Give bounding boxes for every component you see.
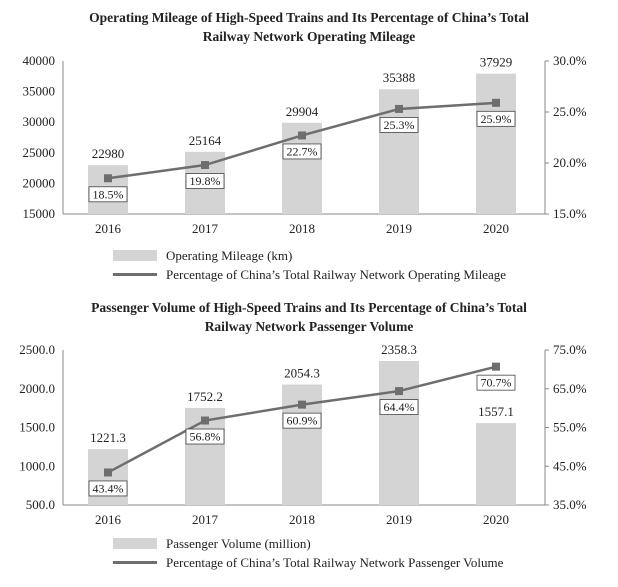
chart2-line-marker	[201, 416, 209, 425]
chart1-ytick-left: 25000	[23, 145, 56, 160]
chart2-line-label: 60.9%	[287, 414, 318, 428]
chart2-bar-label: 1557.1	[478, 404, 514, 419]
chart1-bar-label: 35388	[383, 70, 416, 85]
chart2-legend-line-label: Percentage of China’s Total Railway Netw…	[166, 554, 504, 570]
chart2-line-marker	[395, 387, 403, 396]
chart1-xtick: 2017	[192, 221, 219, 236]
chart1-xtick: 2018	[289, 221, 315, 236]
chart1-line-label: 22.7%	[287, 144, 318, 158]
chart2-legend: Passenger Volume (million) Percentage of…	[113, 534, 503, 572]
chart1-line-marker	[104, 174, 112, 183]
chart2-line-label-box	[282, 412, 322, 429]
chart2-legend-bar-label: Passenger Volume (million)	[166, 535, 311, 551]
chart1-line-label-box	[379, 117, 419, 133]
chart1-line-label-box	[185, 173, 225, 189]
chart2-bar	[476, 423, 516, 505]
chart1-legend-line-swatch	[113, 273, 157, 276]
chart2-xtick: 2017	[192, 512, 219, 527]
chart1-ytick-left: 30000	[23, 114, 56, 129]
chart2-xtick: 2020	[483, 512, 509, 527]
chart2-line-label-box	[379, 399, 419, 415]
chart1-title-line1: Operating Mileage of High-Speed Trains a…	[89, 10, 529, 25]
chart1-ytick-right: 15.0%	[553, 206, 587, 221]
chart2-xtick: 2018	[289, 512, 315, 527]
chart2-ytick-right: 75.0%	[553, 342, 587, 357]
chart1-ytick-right: 20.0%	[553, 155, 587, 170]
chart2-line-label-box	[88, 480, 128, 497]
chart1-bar-label: 29904	[286, 104, 319, 119]
chart1-bar-label: 25164	[189, 133, 222, 148]
chart2-line-marker	[104, 468, 112, 477]
chart2-bar-label: 2054.3	[284, 366, 320, 381]
chart2-ytick-right: 45.0%	[553, 458, 587, 473]
chart2-legend-line-swatch	[113, 561, 157, 564]
chart2-ytick-left: 1000.0	[19, 458, 55, 473]
chart2-legend-bar-swatch	[113, 538, 157, 549]
chart2-line-label: 43.4%	[93, 481, 124, 495]
chart1-line-label-box	[476, 110, 516, 127]
chart2-line-label-box	[476, 374, 516, 391]
chart2-legend-line-entry: Percentage of China’s Total Railway Netw…	[113, 553, 503, 572]
chart1-line-label: 18.5%	[93, 187, 124, 201]
chart1-title: Operating Mileage of High-Speed Trains a…	[0, 8, 618, 46]
chart1-legend: Operating Mileage (km) Percentage of Chi…	[113, 246, 506, 284]
chart1-legend-bar-entry: Operating Mileage (km)	[113, 246, 506, 265]
chart2-title-line2: Railway Network Passenger Volume	[204, 319, 414, 334]
chart1-line-marker	[201, 161, 209, 170]
chart2-line-label: 56.8%	[190, 430, 221, 444]
chart1-ytick-left: 15000	[23, 206, 56, 221]
chart2-line-marker	[298, 400, 306, 409]
chart1-line-label: 25.3%	[384, 118, 415, 132]
chart2-xtick: 2016	[95, 512, 122, 527]
chart1-ytick-right: 30.0%	[553, 53, 587, 68]
chart1-bar-label: 22980	[92, 146, 125, 161]
chart2-line-label: 70.7%	[481, 376, 512, 390]
chart2-ytick-left: 2000.0	[19, 381, 55, 396]
chart2-ytick-left: 2500.0	[19, 342, 55, 357]
chart1-bar	[476, 73, 516, 214]
chart2-xtick: 2019	[386, 512, 412, 527]
chart2-ytick-right: 65.0%	[553, 381, 587, 396]
chart1-legend-line-entry: Percentage of China’s Total Railway Netw…	[113, 265, 506, 284]
chart1-legend-bar-label: Operating Mileage (km)	[166, 247, 293, 263]
chart2-ytick-right: 55.0%	[553, 420, 587, 435]
chart1-line-label: 19.8%	[190, 174, 221, 188]
chart2-legend-bar-entry: Passenger Volume (million)	[113, 534, 503, 553]
chart1-bar-label: 37929	[480, 55, 513, 70]
chart1-ytick-right: 25.0%	[553, 104, 587, 119]
chart1-xtick: 2020	[483, 221, 509, 236]
chart2-ytick-left: 1500.0	[19, 420, 55, 435]
chart2-bar-label: 1752.2	[187, 389, 223, 404]
chart1-title-line2: Railway Network Operating Mileage	[202, 29, 416, 44]
chart2-line-label: 64.4%	[384, 400, 415, 414]
chart1-line-label: 25.9%	[481, 112, 512, 126]
chart1-plot: 15000 20000 25000 30000 35000 40000 15.0% 20.0%…	[23, 53, 587, 236]
chart2-title-line1: Passenger Volume of High-Speed Trains an…	[91, 300, 527, 315]
chart2-line-marker	[492, 362, 500, 371]
chart1-legend-line-label: Percentage of China’s Total Railway Netw…	[166, 266, 506, 282]
chart1-line-marker	[298, 131, 306, 140]
chart2-bar	[379, 360, 419, 505]
chart1-legend-bar-swatch	[113, 250, 157, 261]
chart2-bar	[88, 449, 128, 505]
chart2-ytick-right: 35.0%	[553, 497, 587, 512]
chart1-ytick-left: 20000	[23, 175, 56, 190]
chart1-xtick: 2016	[95, 221, 122, 236]
chart2-line-label-box	[185, 428, 225, 445]
chart2-ytick-left: 500.0	[26, 497, 55, 512]
chart1-line-label-box	[88, 186, 128, 203]
chart1-line-label-box	[282, 143, 322, 160]
chart1-ytick-left: 40000	[23, 53, 56, 68]
chart2-bar-label: 1221.3	[90, 430, 126, 445]
chart1-xtick: 2019	[386, 221, 412, 236]
chart2-bar-label: 2358.3	[381, 342, 417, 357]
chart1-ytick-left: 35000	[23, 84, 56, 99]
chart2-title: Passenger Volume of High-Speed Trains an…	[0, 298, 618, 336]
chart1-line-marker	[492, 98, 500, 107]
chart1-line-marker	[395, 104, 403, 113]
